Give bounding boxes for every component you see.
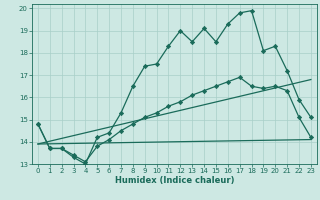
X-axis label: Humidex (Indice chaleur): Humidex (Indice chaleur) [115, 176, 234, 185]
